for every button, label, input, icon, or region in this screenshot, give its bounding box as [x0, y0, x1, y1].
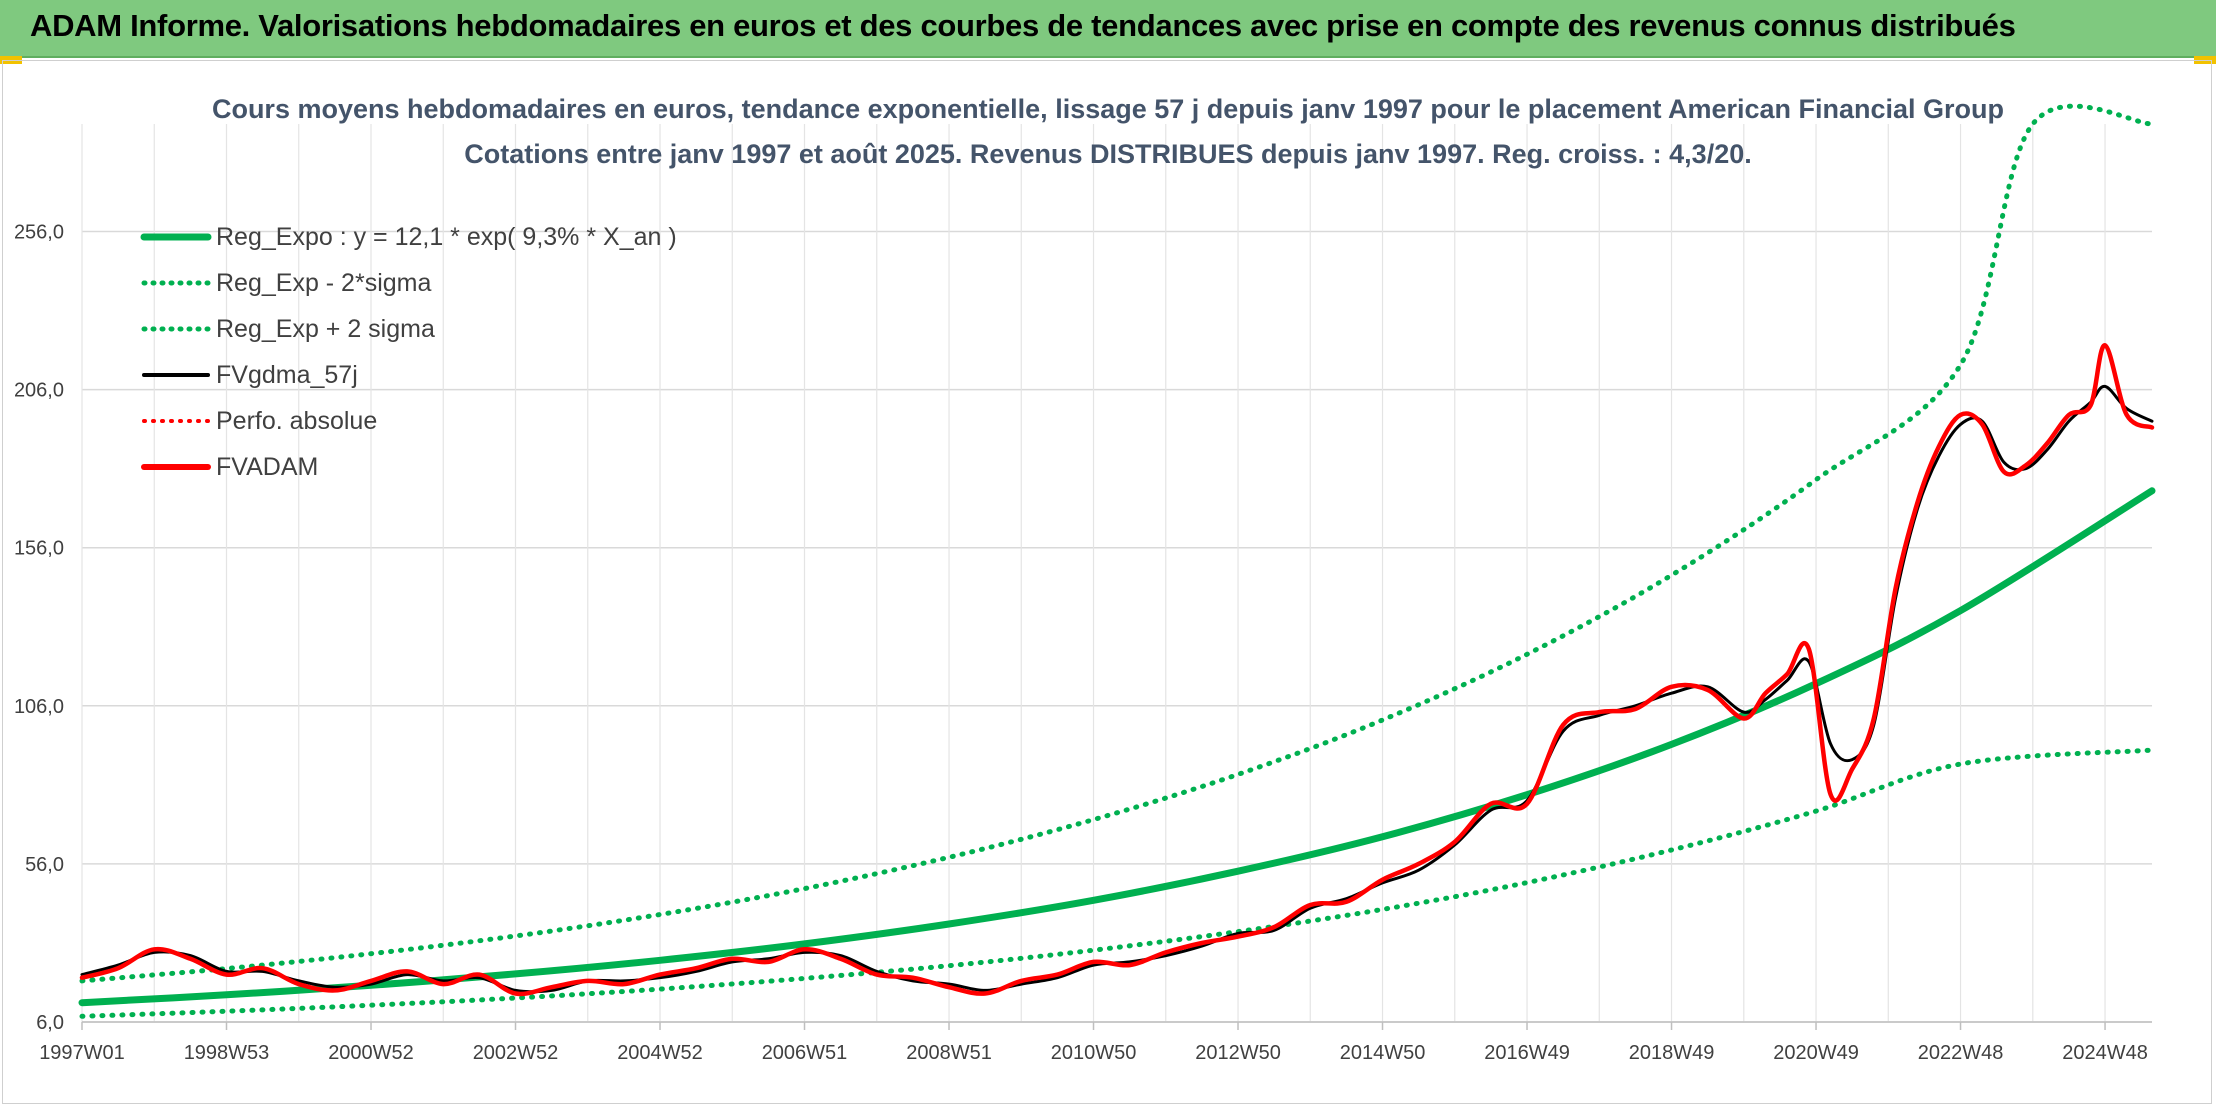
legend-label: FVADAM — [216, 453, 318, 481]
x-tick-label: 2012W50 — [1195, 1042, 1281, 1064]
x-tick-label: 1998W53 — [184, 1042, 270, 1064]
x-tick-label: 2006W51 — [762, 1042, 848, 1064]
y-tick-label: 206,0 — [14, 380, 64, 402]
x-tick-label: 2018W49 — [1629, 1042, 1715, 1064]
legend: Reg_Expo : y = 12,1 * exp( 9,3% * X_an )… — [140, 223, 677, 481]
legend-label: Reg_Expo : y = 12,1 * exp( 9,3% * X_an ) — [216, 223, 677, 251]
x-tick-label: 2008W51 — [906, 1042, 992, 1064]
x-tick-label: 2020W49 — [1773, 1042, 1859, 1064]
series-line-4 — [79, 343, 2155, 997]
legend-label: Reg_Exp + 2 sigma — [216, 315, 435, 343]
x-tick-label: 2022W48 — [1918, 1042, 2004, 1064]
report-title: ADAM Informe. Valorisations hebdomadaire… — [30, 8, 2016, 43]
chart-subtitle: Cotations entre janv 1997 et août 2025. … — [464, 139, 1751, 169]
series-line-0 — [78, 487, 2156, 1007]
x-tick-label: 2010W50 — [1051, 1042, 1137, 1064]
x-tick-label: 2002W52 — [473, 1042, 559, 1064]
report-banner: ADAM Informe. Valorisations hebdomadaire… — [0, 0, 2216, 58]
legend-label: Perfo. absolue — [216, 407, 377, 435]
x-tick-label: 2014W50 — [1340, 1042, 1426, 1064]
x-tick-label: 2004W52 — [617, 1042, 703, 1064]
x-tick-label: 2024W48 — [2062, 1042, 2148, 1064]
y-tick-label: 256,0 — [14, 222, 64, 244]
y-tick-label: 56,0 — [25, 854, 64, 876]
series — [78, 103, 2156, 1019]
x-axis-ticks: 1997W01 1998W53 2000W52 2002W52 2004W52 2006W… — [39, 1022, 2148, 1064]
series-line-3 — [80, 384, 2154, 994]
y-axis-ticks: 6,0 56,0 106,0 156,0 206,0 256,0 — [14, 222, 64, 1034]
x-tick-label: 2000W52 — [328, 1042, 414, 1064]
grid — [81, 124, 2152, 1023]
legend-label: FVgdma_57j — [216, 361, 358, 389]
y-tick-label: 6,0 — [36, 1012, 64, 1034]
y-tick-label: 156,0 — [14, 538, 64, 560]
chart-frame — [2, 60, 2212, 1104]
chart-title: Cours moyens hebdomadaires en euros, ten… — [212, 94, 2004, 124]
x-tick-label: 2016W49 — [1484, 1042, 1570, 1064]
x-tick-label: 1997W01 — [39, 1042, 125, 1064]
legend-label: Reg_Exp - 2*sigma — [216, 269, 431, 297]
y-tick-label: 106,0 — [14, 696, 64, 718]
